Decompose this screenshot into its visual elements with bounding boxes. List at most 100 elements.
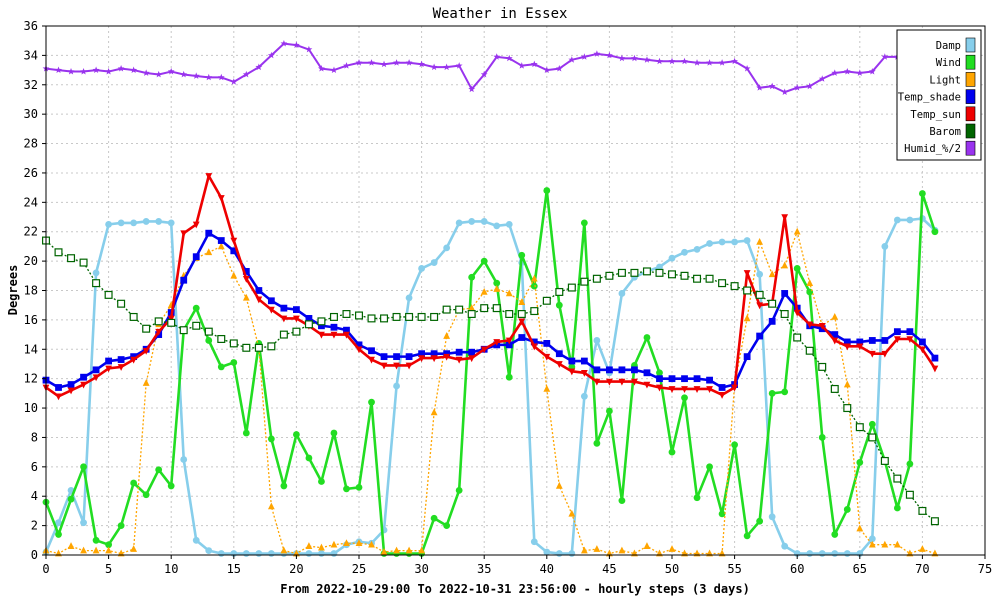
data-point — [818, 322, 826, 330]
data-point — [756, 238, 764, 245]
data-point — [55, 393, 62, 401]
data-point — [542, 296, 551, 305]
data-point — [443, 63, 451, 71]
data-point — [343, 326, 350, 334]
data-point — [67, 381, 75, 388]
y-tick-label: 22 — [24, 225, 38, 239]
data-point — [555, 301, 563, 309]
data-point — [105, 357, 112, 365]
data-point — [267, 297, 275, 305]
data-point — [217, 550, 225, 557]
data-point — [242, 293, 250, 301]
data-point — [67, 495, 75, 503]
data-point — [555, 550, 563, 557]
data-point — [868, 420, 876, 428]
data-point — [818, 75, 826, 82]
data-point — [255, 550, 263, 557]
data-point — [192, 321, 201, 330]
data-point — [55, 384, 62, 391]
data-point — [493, 279, 501, 287]
data-point — [706, 386, 713, 393]
data-point — [530, 60, 538, 68]
data-point — [342, 310, 351, 319]
series-line — [44, 189, 937, 555]
data-point — [192, 221, 200, 229]
data-point — [330, 540, 338, 548]
data-point — [343, 539, 350, 547]
data-point — [393, 382, 400, 390]
data-point — [881, 540, 889, 548]
data-point — [580, 53, 588, 60]
data-point — [606, 407, 613, 415]
data-point — [204, 327, 213, 336]
data-point — [743, 314, 751, 322]
data-point — [179, 326, 188, 335]
data-point — [656, 384, 663, 392]
data-point — [92, 546, 100, 554]
data-point — [806, 279, 814, 286]
data-point — [781, 214, 789, 222]
data-point — [919, 190, 926, 197]
data-point — [680, 271, 689, 280]
data-point — [293, 41, 300, 48]
y-tick-label: 28 — [24, 137, 38, 151]
data-point — [242, 275, 250, 283]
data-point — [380, 60, 388, 68]
data-point — [868, 535, 876, 543]
data-point — [618, 366, 626, 374]
data-point — [793, 84, 801, 91]
legend-swatch — [965, 140, 976, 156]
data-point — [580, 546, 588, 554]
data-point — [543, 548, 551, 556]
data-point — [919, 338, 926, 346]
data-point — [380, 362, 388, 370]
legend-label: Wind — [936, 57, 961, 69]
data-point — [92, 366, 100, 374]
data-point — [906, 328, 914, 336]
data-point — [831, 69, 839, 76]
axis-layer: 0 5 10 15 20 25 30 35 40 45 50 55 60 65 70 750246810121… — [24, 19, 993, 576]
data-point — [343, 485, 350, 493]
data-point — [105, 546, 112, 554]
legend-label: Barom — [929, 126, 961, 138]
data-point — [67, 542, 75, 549]
data-point — [843, 404, 852, 413]
data-point — [480, 257, 488, 265]
data-point — [593, 545, 601, 552]
data-point — [518, 318, 526, 326]
data-point — [706, 376, 713, 384]
data-point — [167, 68, 175, 75]
legend-swatch — [965, 54, 976, 70]
data-point — [367, 314, 376, 323]
x-tick-label: 45 — [602, 562, 616, 576]
data-point — [455, 356, 463, 364]
data-point — [205, 547, 213, 554]
data-point — [580, 277, 589, 286]
data-point — [443, 353, 451, 361]
data-point — [718, 384, 726, 391]
data-point — [67, 387, 75, 395]
data-point — [130, 479, 138, 487]
y-tick-label: 0 — [31, 548, 38, 562]
legend-swatch — [965, 37, 976, 53]
data-point — [192, 253, 200, 261]
data-point — [555, 65, 563, 72]
data-point — [154, 317, 163, 326]
data-point — [868, 68, 876, 75]
data-point — [781, 542, 789, 550]
data-point — [468, 218, 476, 225]
x-tick-label: 5 — [105, 562, 112, 576]
data-point — [618, 497, 626, 505]
data-point — [718, 392, 726, 399]
data-point — [743, 532, 751, 540]
data-point — [368, 540, 375, 548]
data-point — [192, 72, 200, 79]
data-point — [555, 287, 564, 296]
data-point — [931, 228, 939, 236]
data-point — [330, 66, 338, 73]
x-tick-label: 20 — [289, 562, 303, 576]
data-point — [80, 381, 87, 389]
data-point — [130, 356, 138, 364]
data-point — [317, 317, 326, 326]
data-point — [868, 337, 876, 344]
